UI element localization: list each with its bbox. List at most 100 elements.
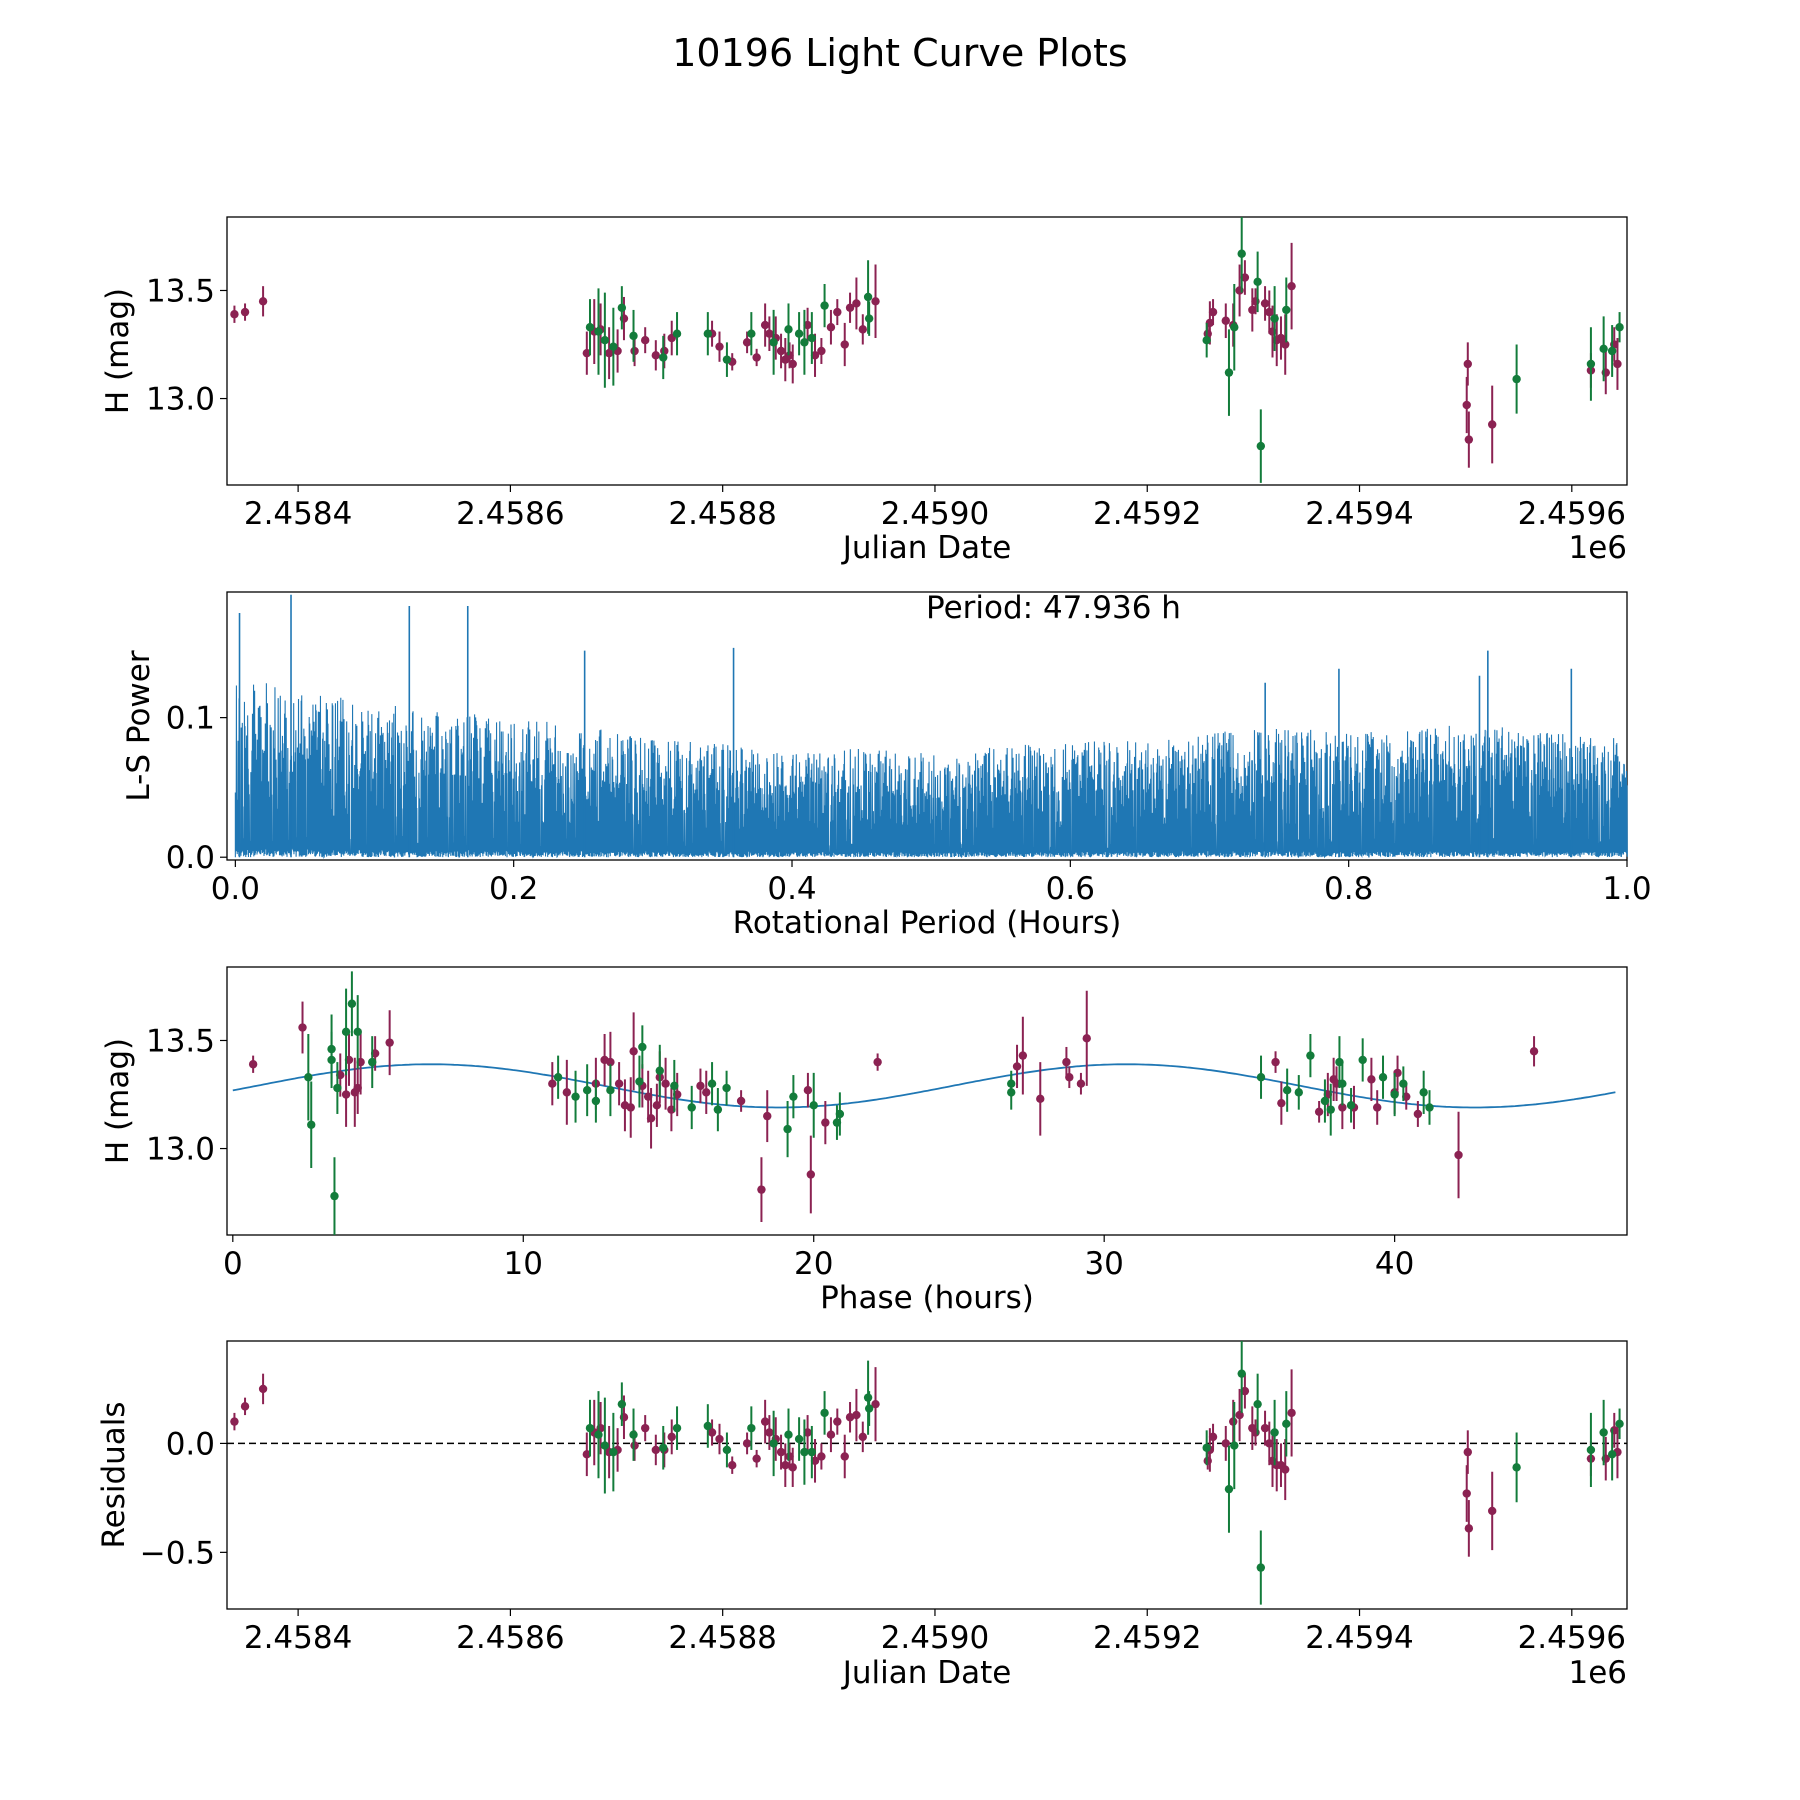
green-point: [1425, 1103, 1434, 1112]
maroon-point: [1314, 1107, 1324, 1117]
green-point: [594, 327, 603, 336]
maroon-point: [1076, 1079, 1086, 1088]
residuals-panel: 2.4584 2.4586 2.4588 2.4590 2.4592 2.4594 2.45…: [96, 1340, 1628, 1691]
green-point: [1512, 374, 1521, 384]
green-point: [722, 1083, 731, 1093]
maroon-point: [833, 307, 842, 317]
periodogram-panel: 0.0 0.2 0.4 0.6 0.8 1.0 0.0 0.1 Period: 47.936 …: [121, 590, 1652, 941]
phase-curve-points: [232, 971, 1616, 1235]
maroon-point: [248, 1060, 258, 1069]
y-tick-label: 13.0: [146, 382, 215, 418]
green-point: [1326, 1105, 1335, 1114]
maroon-point: [757, 1185, 766, 1194]
phase-curve-ylabel: H (mag): [100, 1038, 136, 1164]
maroon-point: [258, 297, 268, 306]
green-point: [1270, 314, 1279, 323]
green-point: [327, 1055, 336, 1065]
maroon-point: [548, 1079, 557, 1088]
green-point: [1346, 1101, 1356, 1110]
maroon-point: [640, 335, 650, 345]
y-tick-label: 13.5: [146, 273, 215, 309]
maroon-point: [614, 1079, 624, 1088]
light-curve-ylabel: H (mag): [100, 288, 136, 414]
maroon-point: [852, 299, 861, 308]
green-point: [1256, 441, 1266, 451]
x-tick-label: 2.4590: [881, 496, 989, 532]
maroon-point: [752, 1454, 761, 1463]
green-point: [1253, 1399, 1262, 1409]
green-point: [1256, 1073, 1266, 1082]
green-point: [722, 1445, 732, 1455]
x-tick-label: 2.4586: [456, 1620, 564, 1656]
maroon-point: [845, 303, 855, 312]
y-tick-label: −0.5: [140, 1535, 215, 1571]
maroon-point: [1012, 1062, 1022, 1071]
green-point: [1399, 1079, 1408, 1088]
light-curve-offset-text: 1e6: [1568, 530, 1627, 566]
green-point: [687, 1103, 696, 1112]
maroon-point: [1062, 1057, 1071, 1067]
maroon-point: [1287, 281, 1296, 291]
maroon-point: [1462, 1489, 1471, 1498]
green-point: [1419, 1088, 1428, 1097]
maroon-point: [1463, 359, 1472, 369]
green-point: [784, 1430, 793, 1439]
maroon-point: [702, 1088, 711, 1097]
maroon-point: [817, 346, 826, 356]
maroon-point: [1277, 1098, 1286, 1108]
green-point: [1320, 1096, 1330, 1106]
phase-curve-frame: [226, 966, 1628, 1236]
green-point: [1607, 346, 1617, 356]
maroon-point: [385, 1038, 394, 1047]
green-point: [1230, 323, 1239, 332]
maroon-point: [1221, 316, 1230, 325]
green-point: [707, 1079, 717, 1088]
green-point: [1599, 344, 1608, 354]
maroon-point: [840, 1452, 849, 1461]
green-point: [600, 335, 610, 345]
green-point: [820, 1408, 829, 1418]
maroon-point: [1229, 1417, 1238, 1426]
maroon-point: [858, 1432, 867, 1442]
green-point: [1256, 1563, 1266, 1572]
maroon-point: [1235, 1410, 1244, 1420]
maroon-point: [760, 1417, 770, 1426]
green-point: [571, 1092, 580, 1101]
maroon-point: [606, 1057, 615, 1067]
maroon-point: [1281, 1465, 1290, 1474]
light-curve-xlabel: Julian Date: [841, 530, 1012, 566]
green-point: [600, 1441, 610, 1450]
maroon-point: [803, 1085, 813, 1095]
maroon-point: [788, 359, 797, 369]
green-point: [820, 301, 829, 310]
maroon-point: [1208, 307, 1218, 317]
x-tick-label: 30: [1084, 1246, 1123, 1282]
green-point: [1586, 359, 1596, 369]
maroon-point: [821, 1118, 830, 1127]
maroon-point: [1287, 1408, 1296, 1418]
maroon-point: [781, 1460, 790, 1470]
green-point: [594, 1430, 603, 1439]
green-point: [722, 355, 732, 364]
maroon-point: [651, 351, 661, 360]
green-point: [347, 999, 357, 1008]
green-point: [353, 1027, 362, 1037]
maroon-point: [1265, 307, 1274, 317]
periodogram-line: [234, 594, 1628, 859]
green-point: [864, 1404, 874, 1413]
maroon-point: [298, 1023, 307, 1032]
periodogram-xlabel: Rotational Period (Hours): [733, 905, 1122, 941]
maroon-point: [785, 351, 794, 360]
maroon-point: [826, 323, 836, 332]
maroon-point: [1265, 1439, 1274, 1448]
maroon-point: [341, 1090, 351, 1099]
x-tick-label: 20: [794, 1246, 833, 1282]
maroon-point: [696, 1081, 705, 1091]
maroon-point: [660, 346, 669, 356]
maroon-point: [803, 1428, 812, 1437]
maroon-point: [715, 1434, 724, 1444]
green-point: [606, 1085, 615, 1095]
green-point: [333, 1083, 342, 1093]
green-point: [1294, 1088, 1303, 1097]
x-tick-label: 0.0: [211, 871, 260, 907]
